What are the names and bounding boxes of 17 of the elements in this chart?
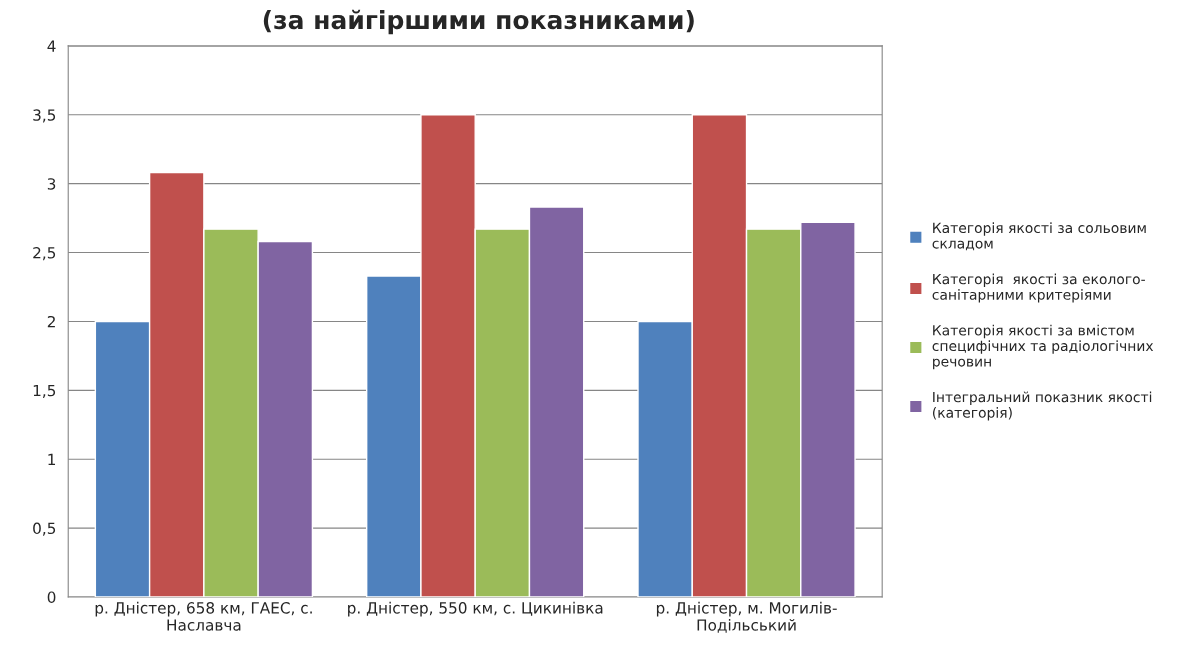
- y-tick-label: 3: [47, 178, 56, 190]
- legend-label: Категорія якості за сольовим складом: [932, 222, 1146, 251]
- y-tick-label: 1: [48, 453, 56, 465]
- y-tick-label: 4: [47, 40, 56, 52]
- y-tick-label: 0,5: [33, 522, 56, 536]
- legend-label: Інтегральний показник якості (категорія): [933, 391, 1152, 421]
- x-tick-label: р. Дністер, 550 км, с. Цикинівка: [348, 601, 603, 617]
- legend-label: Категорія якості за вмістом специфічних та радіологічних речовин: [932, 324, 1154, 370]
- legend-label: Категорія якості за еколого- санітарними критеріями: [932, 273, 1145, 303]
- x-tick-label: р. Дністер, м. Могилів- Подільський: [656, 601, 837, 633]
- chart-title: (за найгіршими показниками): [263, 9, 694, 35]
- y-tick-label: 2: [47, 315, 55, 328]
- y-tick-label: 3,5: [33, 109, 56, 123]
- x-tick-label: р. Дністер, 658 км, ГАЕС, с. Наславча: [95, 601, 312, 631]
- y-tick-label: 1,5: [33, 384, 56, 398]
- y-tick-label: 2,5: [33, 247, 56, 261]
- y-tick-label: 0: [47, 591, 56, 603]
